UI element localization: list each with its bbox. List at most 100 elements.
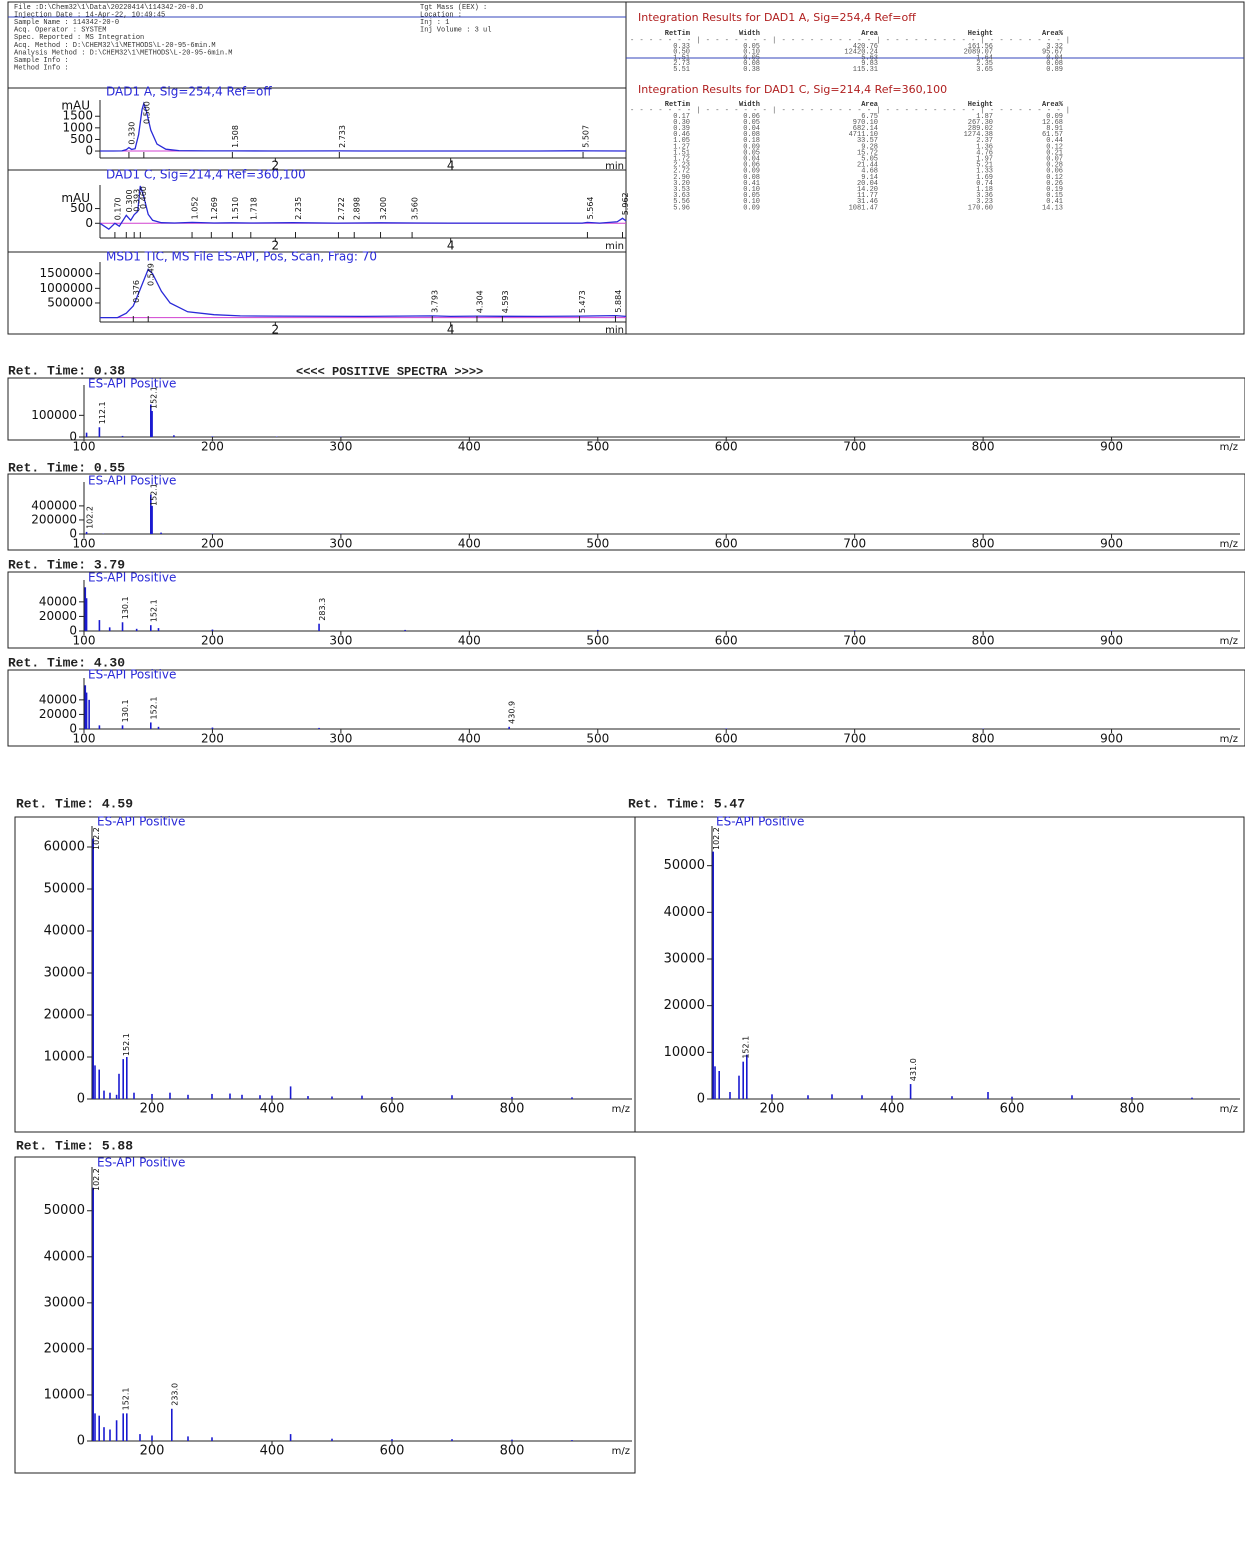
y-tick-label: 60000 [44, 840, 85, 855]
table-cell: 2.90 [673, 174, 690, 182]
y-tick-label: 40000 [664, 905, 705, 920]
table-cell: 1081.47 [849, 204, 878, 212]
x-tick-label: 200 [201, 440, 224, 454]
peak-label: 1.269 [210, 197, 219, 220]
y-tick-label: 1500000 [40, 266, 93, 280]
table-cell: 3.63 [673, 192, 690, 200]
table-cell: 4.68 [861, 168, 878, 176]
x-axis-label: m/z [1220, 734, 1238, 745]
header-line: Inj : 1 [420, 19, 449, 27]
peak-label: 0.300 [125, 189, 134, 212]
trace [99, 185, 627, 231]
x-axis-label: m/z [612, 1104, 630, 1115]
peak-label: 3.793 [431, 290, 440, 313]
table-cell: 1.27 [673, 143, 690, 151]
column-header: RetTim [665, 30, 690, 38]
chart-title: Ret. Time: 5.88 [16, 1138, 133, 1153]
peak-label: 233.0 [170, 1383, 179, 1406]
y-tick-label: 1500 [62, 109, 93, 123]
y-tick-label: 500000 [47, 295, 93, 309]
table-cell: 0.17 [673, 113, 690, 121]
chart-title: MSD1 TIC, MS File ES-API, Pos, Scan, Fra… [106, 250, 377, 264]
peak-label: 102.2 [85, 506, 94, 529]
peak-label: 1.052 [191, 196, 200, 219]
y-tick-label: 0 [69, 722, 77, 736]
table-cell: 0.39 [673, 125, 690, 133]
table-title: Integration Results for DAD1 A, Sig=254,… [638, 11, 916, 24]
y-tick-label: 10000 [44, 1050, 85, 1065]
peak-label: 2.733 [338, 125, 347, 148]
peak-label: 430.9 [508, 701, 517, 724]
panel [7, 169, 627, 253]
table-cell: 2.23 [673, 162, 690, 170]
table-cell: 9.28 [861, 143, 878, 151]
peak-label: 4.593 [501, 290, 510, 313]
x-tick-label: 600 [715, 440, 738, 454]
table-cell: 0.06 [743, 113, 760, 121]
peak-label: 102.2 [92, 1168, 101, 1191]
y-axis-label: mAU [61, 191, 90, 205]
table-rule: -------|-------|----------|----------|--… [630, 107, 1070, 115]
x-tick-label: 300 [329, 440, 352, 454]
y-tick-label: 50000 [44, 882, 85, 897]
panel [14, 816, 636, 1133]
y-tick-label: 40000 [44, 924, 85, 939]
y-axis-label: mAU [61, 99, 90, 113]
table-cell: 31.46 [857, 198, 878, 206]
x-tick-label: 900 [1100, 732, 1123, 746]
table-cell: 0.10 [743, 186, 760, 194]
x-tick-label: 800 [500, 1444, 525, 1459]
table-cell: 2.73 [673, 60, 690, 68]
column-header: Width [739, 101, 760, 109]
table-cell: 5.05 [861, 156, 878, 164]
table-cell: 0.21 [1046, 149, 1063, 157]
table-cell: 9.14 [861, 174, 878, 182]
table-cell: 970.10 [853, 119, 878, 127]
y-tick-label: 30000 [44, 966, 85, 981]
x-tick-label: 500 [586, 634, 609, 648]
table-cell: 1.18 [976, 186, 993, 194]
x-tick-label: 300 [329, 732, 352, 746]
peak-label: 0.500 [142, 101, 151, 124]
header-line: Spec. Reported : MS Integration [14, 34, 144, 42]
x-tick-label: 700 [843, 440, 866, 454]
x-axis-label: m/z [1220, 636, 1238, 647]
table-cell: 0.04 [743, 125, 760, 133]
table-cell: 0.12 [1046, 174, 1063, 182]
x-tick-label: 800 [972, 440, 995, 454]
x-tick-label: 700 [843, 732, 866, 746]
x-tick-label: 400 [880, 1102, 905, 1117]
y-tick-label: 0 [69, 624, 77, 638]
y-tick-label: 20000 [44, 1341, 85, 1356]
x-tick-label: 800 [972, 732, 995, 746]
y-tick-label: 10000 [44, 1387, 85, 1402]
x-tick-label: 500 [586, 537, 609, 551]
table-cell: 0.05 [743, 43, 760, 51]
table-cell: 0.41 [1046, 198, 1063, 206]
table-cell: 0.05 [743, 54, 760, 62]
x-axis-label: min [605, 325, 624, 336]
header-line: Location : [420, 11, 462, 19]
y-tick-label: 1000000 [40, 281, 93, 295]
table-cell: 1.64 [976, 54, 993, 62]
table-cell: 115.31 [853, 66, 878, 74]
table-cell: 0.12 [1046, 143, 1063, 151]
table-cell: 5.96 [673, 204, 690, 212]
panel [14, 1156, 636, 1474]
x-tick-label: 4 [447, 239, 455, 253]
x-tick-label: 2 [272, 239, 280, 253]
x-axis-label: m/z [1220, 1104, 1238, 1115]
table-cell: 2089.07 [964, 49, 993, 57]
y-tick-label: 1000 [62, 120, 93, 134]
chart-title: Ret. Time: 0.38 [8, 363, 125, 378]
header-line: Sample Info : [14, 57, 69, 65]
table-cell: 1274.38 [964, 131, 993, 139]
table-cell: 14.20 [857, 186, 878, 194]
table-cell: 5.21 [976, 162, 993, 170]
x-tick-label: 800 [1120, 1102, 1145, 1117]
header-line: File :D:\Chem32\1\Data\20220414\114342-2… [14, 4, 203, 12]
table-cell: 0.04 [1046, 54, 1063, 62]
chart-subtitle: ES-API Positive [88, 571, 176, 585]
peak-label: 130.1 [121, 596, 130, 619]
x-tick-label: 800 [972, 634, 995, 648]
